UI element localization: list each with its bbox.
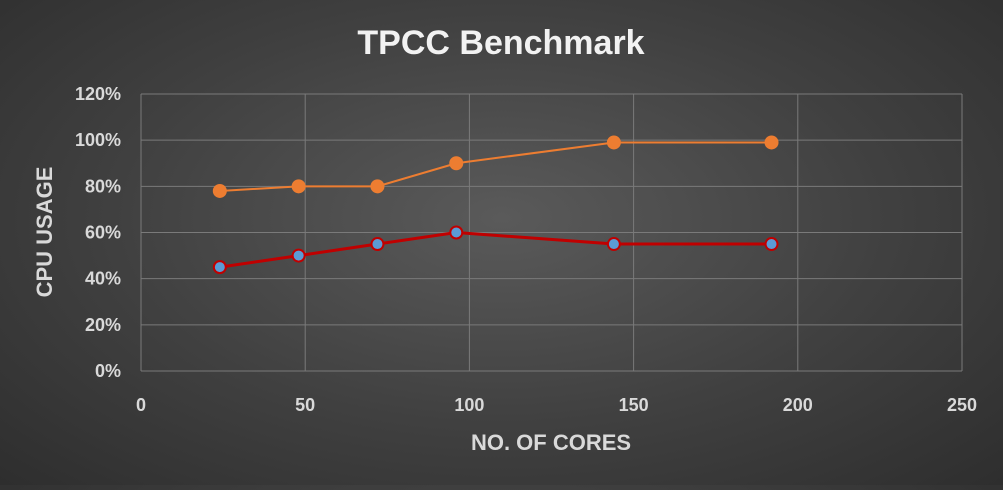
series-line: [219, 231, 772, 269]
data-point: [370, 179, 385, 194]
tick-labels: 0% 20% 40% 60% 80% 100% 120% 0 50 100 150 200 250: [75, 84, 977, 415]
y-tick-label: 40%: [85, 269, 121, 289]
x-tick-label: 100: [454, 395, 484, 415]
y-tick-label: 60%: [85, 223, 121, 243]
y-tick-label: 80%: [85, 176, 121, 196]
data-point: [606, 135, 621, 150]
data-point: [212, 183, 227, 198]
y-tick-label: 0%: [95, 361, 121, 381]
x-tick-label: 250: [947, 395, 977, 415]
data-point: [449, 156, 464, 171]
x-tick-label: 0: [136, 395, 146, 415]
data-point: [291, 248, 306, 263]
data-point: [606, 237, 621, 252]
data-point: [764, 135, 779, 150]
data-point: [291, 179, 306, 194]
y-tick-label: 20%: [85, 315, 121, 335]
data-point: [764, 237, 779, 252]
data-point: [370, 237, 385, 252]
x-tick-label: 150: [619, 395, 649, 415]
grid: [140, 93, 963, 372]
x-tick-label: 200: [783, 395, 813, 415]
y-axis-label: CPU USAGE: [32, 167, 57, 298]
series-2: [212, 225, 779, 275]
series-1: [212, 135, 779, 198]
x-tick-label: 50: [295, 395, 315, 415]
x-axis-label: NO. OF CORES: [471, 430, 631, 455]
y-tick-label: 120%: [75, 84, 121, 104]
series-area: [212, 135, 779, 275]
data-point: [212, 260, 227, 275]
series-line: [219, 141, 772, 192]
chart-title: TPCC Benchmark: [357, 24, 644, 62]
data-point: [449, 225, 464, 240]
y-tick-label: 100%: [75, 130, 121, 150]
